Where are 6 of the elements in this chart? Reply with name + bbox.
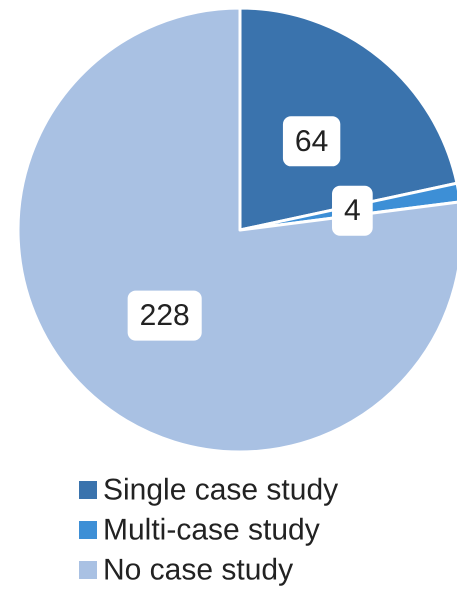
data-label: 64 (294, 124, 328, 158)
legend-label: No case study (103, 554, 294, 586)
legend-label: Multi-case study (103, 514, 320, 546)
data-label: 228 (140, 299, 190, 332)
data-label: 4 (344, 194, 361, 228)
legend-label: Single case study (103, 474, 338, 506)
